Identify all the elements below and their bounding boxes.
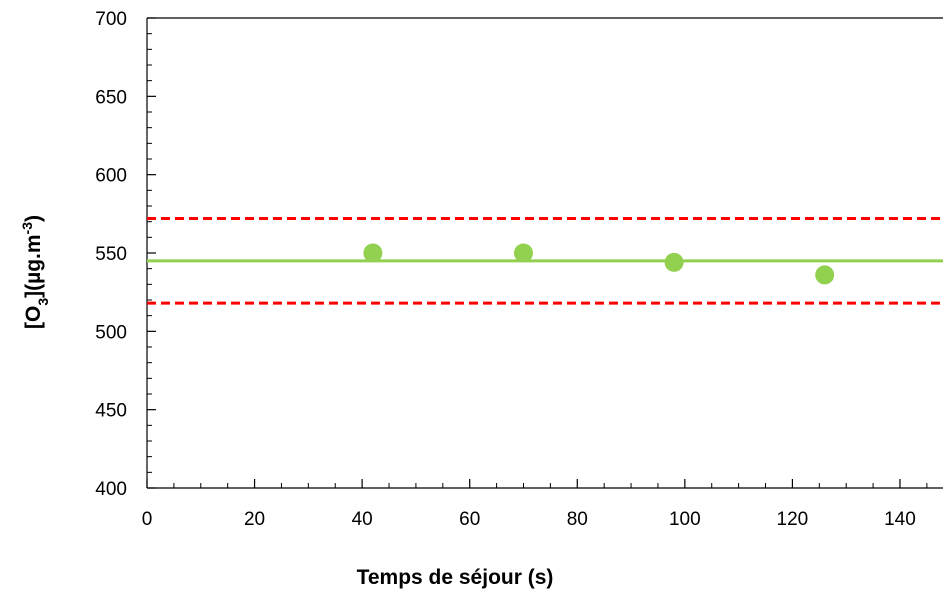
y-axis-title-open: [O (22, 306, 45, 329)
y-axis-title-subscript: 3 (35, 298, 51, 306)
x-tick-label: 140 (884, 509, 916, 530)
data-point (513, 243, 533, 263)
y-tick-label: 600 (95, 166, 127, 187)
x-tick-label: 80 (567, 509, 588, 530)
x-tick-label: 100 (669, 509, 701, 530)
y-axis-title: [O3](µg.m-3) (19, 215, 51, 329)
y-axis-title-superscript: -3 (19, 222, 35, 235)
y-axis-title-close: ) (22, 215, 45, 222)
y-tick-label: 650 (95, 87, 127, 108)
y-tick-label: 400 (95, 479, 127, 500)
data-point (363, 243, 383, 263)
data-point (815, 265, 835, 285)
y-tick-label: 550 (95, 244, 127, 265)
y-tick-label: 450 (95, 401, 127, 422)
x-tick-label: 20 (244, 509, 265, 530)
y-axis-ticks: 400 450 500 550 600 650 700 (95, 9, 156, 500)
series-layer (147, 217, 943, 305)
plot-area (146, 17, 943, 489)
x-tick-label: 60 (459, 509, 480, 530)
data-point (664, 252, 684, 272)
y-axis-title-mid: ](µg.m (22, 234, 45, 297)
x-axis-ticks: 0 20 40 60 80 100 120 140 (142, 479, 928, 530)
x-tick-label: 0 (142, 509, 153, 530)
x-axis-title: Temps de séjour (s) (357, 566, 554, 589)
y-tick-label: 700 (95, 9, 127, 30)
x-tick-label: 120 (777, 509, 809, 530)
y-tick-label: 500 (95, 322, 127, 343)
x-tick-label: 40 (352, 509, 373, 530)
